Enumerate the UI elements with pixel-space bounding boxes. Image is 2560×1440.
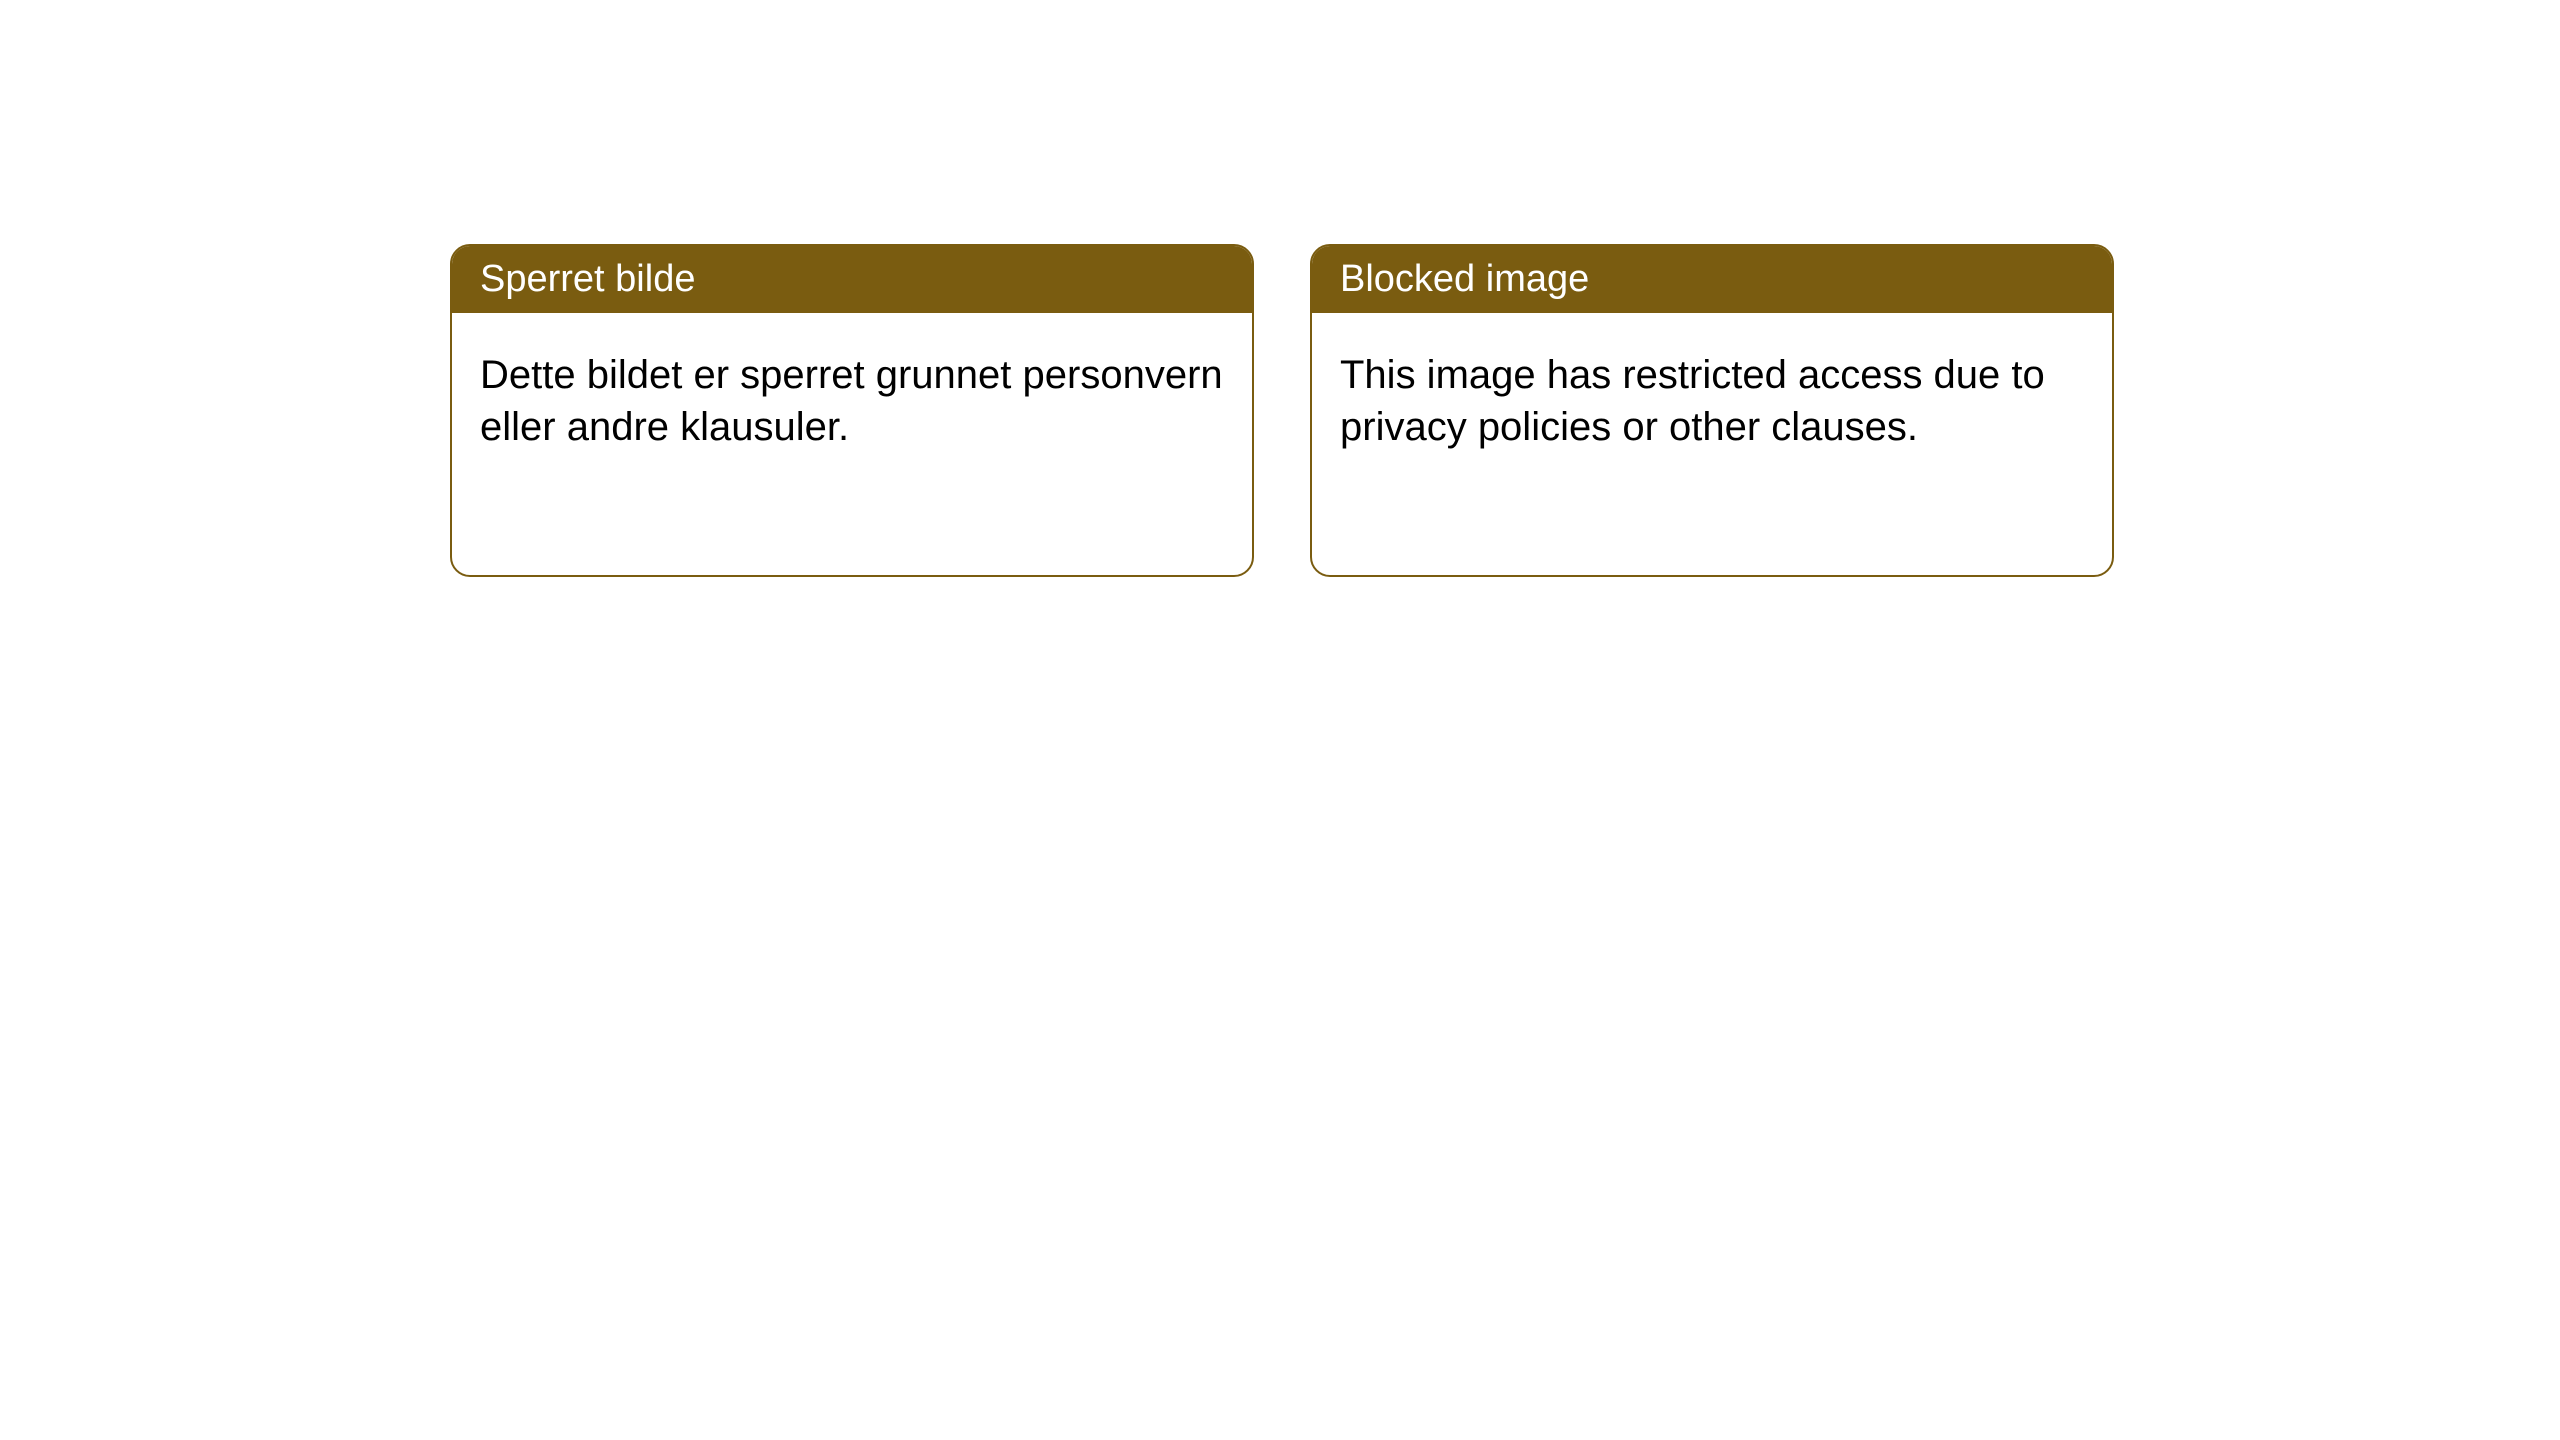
card-header: Blocked image [1312, 246, 2112, 313]
card-body-text: This image has restricted access due to … [1340, 353, 2045, 449]
card-header-text: Sperret bilde [480, 258, 695, 300]
blocked-image-card-en: Blocked image This image has restricted … [1310, 244, 2114, 577]
card-body: Dette bildet er sperret grunnet personve… [452, 313, 1252, 489]
card-body: This image has restricted access due to … [1312, 313, 2112, 489]
cards-container: Sperret bilde Dette bildet er sperret gr… [0, 0, 2560, 577]
card-header: Sperret bilde [452, 246, 1252, 313]
card-header-text: Blocked image [1340, 258, 1589, 300]
blocked-image-card-no: Sperret bilde Dette bildet er sperret gr… [450, 244, 1254, 577]
card-body-text: Dette bildet er sperret grunnet personve… [480, 353, 1223, 449]
